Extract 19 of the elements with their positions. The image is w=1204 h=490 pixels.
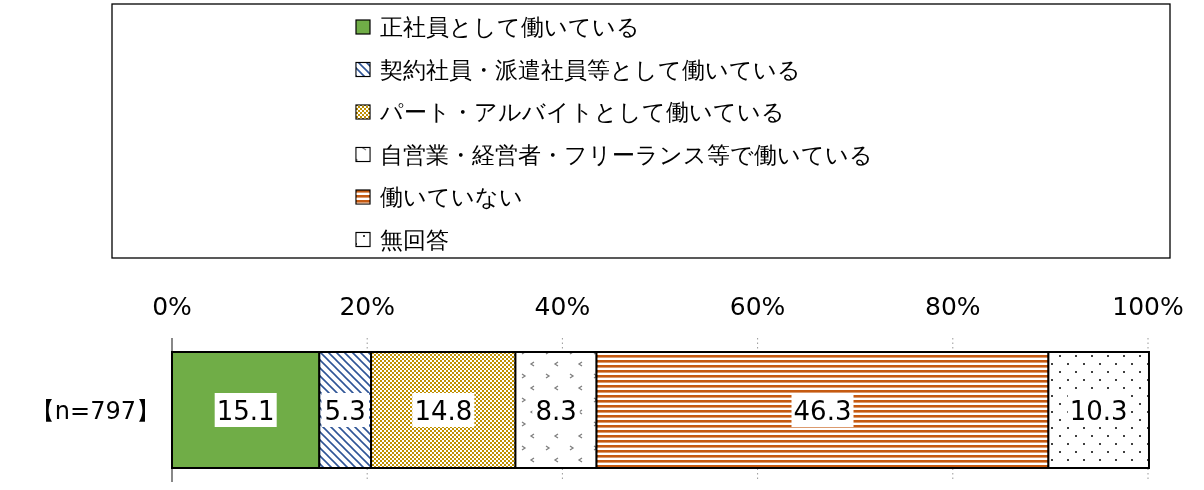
x-tick-label: 60% — [729, 292, 786, 321]
x-tick-label: 20% — [339, 292, 395, 321]
legend-label: 無回答 — [380, 226, 449, 253]
data-label: 5.3 — [324, 396, 366, 426]
legend-label: 契約社員・派遣社員等として働いている — [380, 56, 801, 83]
data-label: 8.3 — [535, 396, 577, 426]
data-label: 46.3 — [793, 396, 852, 426]
x-tick-label: 100% — [1112, 292, 1184, 321]
x-tick-label: 0% — [152, 292, 192, 321]
x-tick-label: 80% — [925, 292, 981, 321]
legend-label: 働いていない — [380, 184, 523, 210]
legend-label: 正社員として働いている — [380, 14, 640, 40]
data-label: 15.1 — [216, 396, 275, 426]
legend-label: パート・アルバイトとして働いている — [379, 99, 785, 125]
y-tick-label: 【n=797】 — [30, 397, 160, 425]
legend-label: 自営業・経営者・フリーランス等で働いている — [380, 141, 873, 168]
x-tick-label: 40% — [534, 292, 591, 321]
data-label: 10.3 — [1069, 396, 1128, 426]
data-label: 14.8 — [414, 396, 473, 426]
